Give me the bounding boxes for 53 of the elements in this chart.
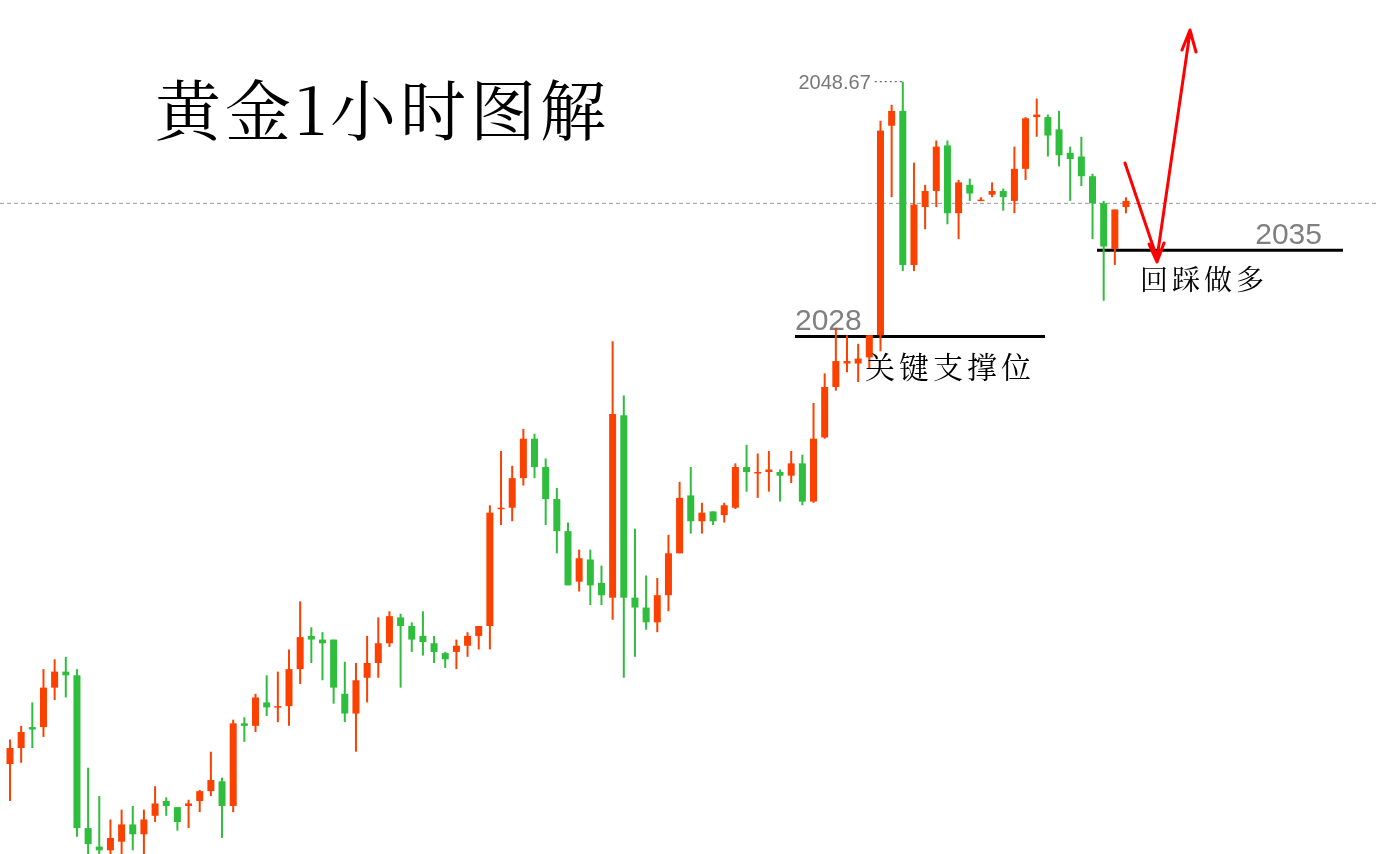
candlestick: [1066, 145, 1074, 202]
candlestick: [854, 342, 862, 384]
annotation: 2048.67: [798, 70, 871, 93]
candlestick: [106, 818, 114, 854]
candlestick: [28, 701, 36, 750]
candlestick: [84, 766, 92, 854]
candlestick: [787, 450, 795, 485]
candlestick: [452, 638, 460, 671]
candlestick: [173, 806, 181, 832]
candlestick: [776, 468, 784, 503]
candlestick: [698, 501, 706, 535]
candlestick: [118, 808, 126, 854]
candlestick: [475, 625, 483, 651]
candlestick: [140, 808, 148, 854]
candlestick: [196, 788, 204, 814]
candlestick: [162, 796, 170, 817]
candlestick: [597, 564, 605, 607]
candlestick: [274, 670, 282, 724]
candlestick: [843, 334, 851, 374]
candlestick: [17, 724, 25, 764]
candlestick: [6, 738, 14, 803]
candlestick: [129, 804, 137, 852]
candlestick: [419, 610, 427, 657]
candlestick: [263, 674, 271, 717]
text: 黄金1小时图解: [155, 59, 611, 154]
candlestick: [397, 612, 405, 689]
candlestick: [921, 183, 929, 231]
candlestick: [1077, 135, 1085, 188]
candlestick: [185, 798, 193, 830]
candlestick: [408, 621, 416, 653]
candlestick: [51, 658, 59, 701]
candlestick: [240, 716, 248, 743]
candlestick: [151, 785, 159, 823]
candlestick: [642, 574, 650, 631]
candlestick: [966, 177, 974, 202]
candlestick: [363, 634, 371, 704]
candlestick: [720, 501, 728, 524]
candlestick: [307, 626, 315, 664]
candlestick: [374, 616, 382, 679]
candlestick: [999, 187, 1007, 212]
candlestick: [1044, 113, 1052, 158]
candlestick: [430, 634, 438, 664]
candlestick: [631, 527, 639, 658]
candlestick: [464, 631, 472, 658]
text: 回踩做多: [1140, 258, 1269, 299]
ref-line-label: 2028: [795, 303, 862, 337]
candlestick: [888, 103, 896, 199]
candlestick: [575, 548, 583, 593]
ref-line-label: 2035: [1255, 217, 1322, 251]
candlestick: [341, 660, 349, 724]
annotation: 关键支撑位: [865, 343, 1035, 388]
candlestick: [207, 750, 215, 798]
candlestick: [743, 443, 751, 493]
